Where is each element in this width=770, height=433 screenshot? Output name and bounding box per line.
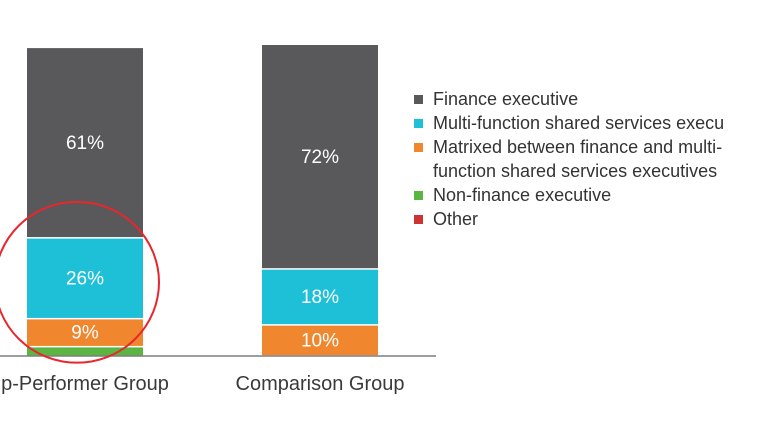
category-label: Comparison Group (236, 373, 405, 395)
legend-swatch (414, 143, 423, 152)
legend-label: Other (433, 209, 479, 229)
legend-item: Matrixed between finance and multi-funct… (413, 135, 770, 183)
highlight-ellipse (0, 200, 160, 364)
bar-data-label: 26% (66, 268, 104, 289)
legend-item: Finance executive (413, 87, 770, 111)
category-label: p-Performer Group (1, 373, 169, 395)
bar-data-label: 18% (301, 287, 339, 308)
legend-label: Matrixed between finance and multi- (433, 137, 723, 157)
bar-segment (27, 238, 143, 318)
legend-item: Non-finance executive (413, 183, 770, 207)
legend-swatch (414, 191, 423, 200)
bar-data-label: 9% (71, 323, 99, 344)
legend-swatch (414, 95, 423, 104)
legend-label: Finance executive (433, 89, 579, 109)
bar-segment (27, 347, 143, 356)
legend-swatch (414, 215, 423, 224)
legend-label: Non-finance executive (433, 185, 612, 205)
bar-data-label: 10% (301, 330, 339, 351)
legend-item: Other (413, 207, 770, 231)
legend-item: Multi-function shared services execu (413, 111, 770, 135)
bar-segment (27, 48, 143, 238)
legend-swatch (414, 119, 423, 128)
bar-segment (262, 325, 378, 356)
bar-data-label: 72% (301, 147, 339, 168)
legend-label: Multi-function shared services execu (433, 113, 725, 133)
bar-data-label: 61% (66, 133, 104, 154)
bar-segment (27, 319, 143, 346)
chart-legend: Finance executive Multi-function shared s… (413, 87, 770, 231)
legend-label: function shared services executives (433, 161, 718, 181)
bar-segment (262, 45, 378, 269)
bar-segment (262, 269, 378, 325)
